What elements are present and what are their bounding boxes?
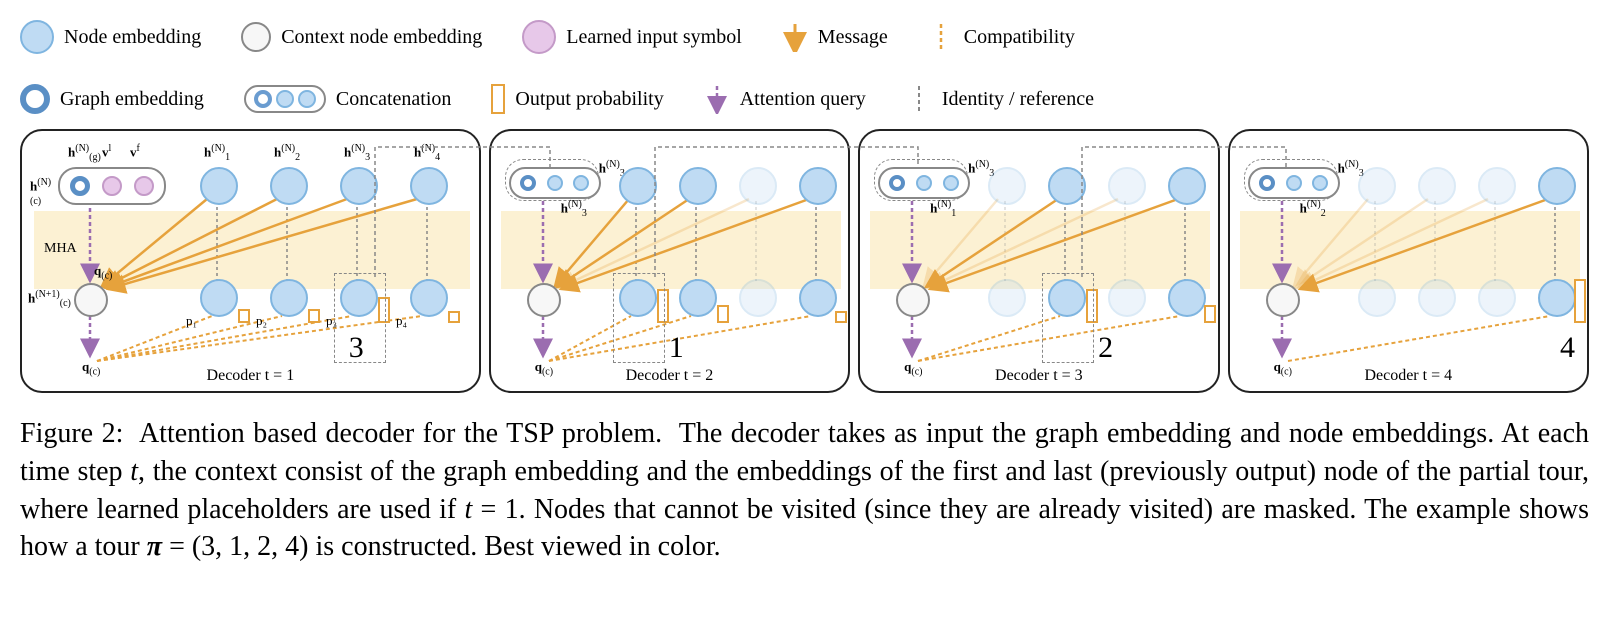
legend-identity: Identity / reference xyxy=(906,84,1094,114)
legend-label: Identity / reference xyxy=(942,88,1094,111)
node-h2-bot xyxy=(270,279,308,317)
panel-t4: h(N)3 h(N)2 q(c) 4 Decoder t = 4 xyxy=(1228,129,1589,393)
legend-label: Attention query xyxy=(740,88,866,111)
vf-label: vf xyxy=(130,143,140,160)
decoder-label: Decoder t = 1 xyxy=(207,367,295,385)
legend-learned-symbol: Learned input symbol xyxy=(522,20,742,54)
mha-label: MHA xyxy=(44,241,77,257)
legend-label: Node embedding xyxy=(64,26,201,49)
node-h3-top xyxy=(340,167,378,205)
chosen-num: 3 xyxy=(349,331,364,365)
legend-label: Message xyxy=(818,26,888,49)
qc-bot: q(c) xyxy=(82,359,100,378)
context-node xyxy=(74,283,108,317)
legend-label: Output probability xyxy=(515,88,663,111)
qc-top: q(c) xyxy=(94,263,112,282)
node-h1-top xyxy=(200,167,238,205)
legend: Node embedding Context node embedding Le… xyxy=(20,20,1589,114)
legend-node-embedding: Node embedding xyxy=(20,20,201,54)
legend-concatenation: Concatenation xyxy=(244,84,452,114)
concat-pill xyxy=(509,167,601,199)
decoder-panels: MHA h(N xyxy=(20,129,1589,393)
legend-label: Concatenation xyxy=(336,88,452,111)
hcN1-label: h(N+1)(c) xyxy=(28,289,71,309)
legend-label: Graph embedding xyxy=(60,88,204,111)
hg-label: h(N)(g) xyxy=(68,143,101,163)
legend-context-embedding: Context node embedding xyxy=(241,20,482,54)
legend-graph-embedding: Graph embedding xyxy=(20,84,204,114)
node-h4-top xyxy=(410,167,448,205)
node-h4-bot xyxy=(410,279,448,317)
legend-attention-query: Attention query xyxy=(704,84,866,114)
concat-pill xyxy=(58,167,166,205)
legend-output-prob: Output probability xyxy=(491,84,663,114)
legend-compatibility: Compatibility xyxy=(928,20,1075,54)
figure-caption: Figure 2: Attention based decoder for th… xyxy=(20,415,1589,566)
node-h1-bot xyxy=(200,279,238,317)
panel-t1: MHA h(N xyxy=(20,129,481,393)
legend-message: Message xyxy=(782,20,888,54)
bar-p1 xyxy=(238,309,250,323)
bar-p4 xyxy=(448,311,460,323)
panel-t3: h(N)3 h(N)1 q(c) 2 Decoder t = 3 xyxy=(858,129,1219,393)
panel-t2: h(N)3 h(N)3 q(c) 1 Decoder t = 2 xyxy=(489,129,850,393)
vl-label: vl xyxy=(102,143,111,160)
legend-label: Context node embedding xyxy=(281,26,482,49)
node-h2-top xyxy=(270,167,308,205)
hcN-label: h(N)(c) xyxy=(30,177,51,213)
bar-p2 xyxy=(308,309,320,323)
legend-label: Compatibility xyxy=(964,26,1075,49)
legend-label: Learned input symbol xyxy=(566,26,742,49)
